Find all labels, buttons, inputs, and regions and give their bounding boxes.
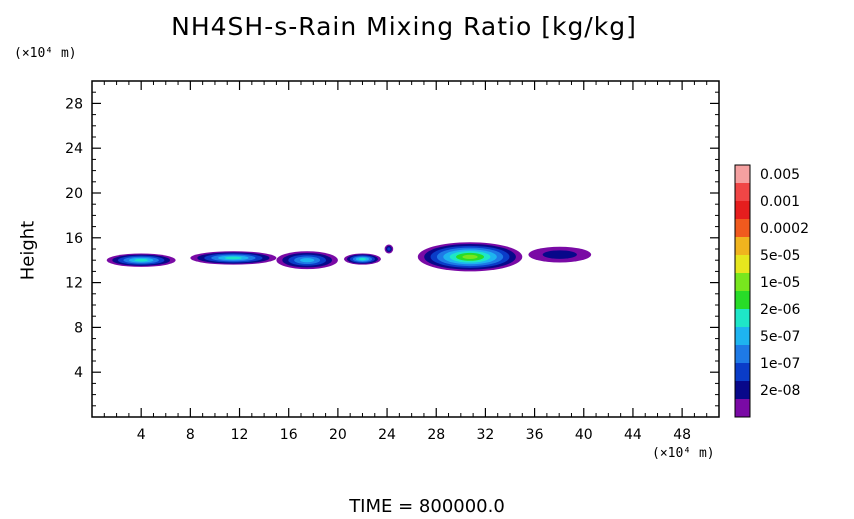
chart-title: NH4SH-s-Rain Mixing Ratio [kg/kg] [171,12,637,41]
x-tick-label: 16 [280,427,298,443]
feature-level-contour [225,256,242,260]
y-tick-label: 16 [65,231,83,247]
data-feature [384,244,394,254]
colorbar-segment [735,345,750,363]
colorbar-label: 1e-07 [760,356,800,372]
data-features [106,242,592,272]
time-footer: TIME = 800000.0 [349,496,505,517]
feature-level-contour [358,257,367,261]
colorbar-segment [735,273,750,291]
data-feature [417,242,523,272]
colorbar-label: 2e-06 [760,302,800,318]
x-tick-label: 8 [186,427,195,443]
feature-level-contour [134,258,148,262]
colorbar-segment [735,291,750,309]
feature-level-contour [387,247,391,251]
colorbar-segment [735,183,750,201]
colorbar-segment [735,255,750,273]
data-feature [190,251,277,265]
data-feature [344,253,381,265]
plot-frame [91,80,720,418]
x-tick-label: 28 [427,427,445,443]
colorbar: 2e-08 1e-07 5e-07 2e-06 1e-05 5e-05 0.0002 0.00… [734,164,809,418]
feature-level-contour [542,250,577,259]
y-tick-label: 12 [65,276,83,292]
y-tick-label: 4 [74,365,83,381]
colorbar-segment [735,201,750,219]
x-tick-label: 4 [137,427,146,443]
colorbar-label: 2e-08 [760,383,800,399]
y-tick-label: 24 [65,141,83,157]
x-tick-label: 32 [476,427,494,443]
colorbar-frame [734,164,751,418]
x-tick-label: 20 [329,427,347,443]
colorbar-segment [735,363,750,381]
y-tick-label: 28 [65,96,83,112]
colorbar-segment [735,399,750,417]
colorbar-segment [735,381,750,399]
x-axis-unit: (×10⁴ m) [652,446,715,461]
x-tick-label: 36 [526,427,544,443]
x-tick-label: 12 [231,427,249,443]
feature-level-contour [462,254,478,259]
y-tick-label: 8 [74,320,83,336]
colorbar-segment [735,219,750,237]
colorbar-segment [735,165,750,183]
data-feature [106,253,176,267]
colorbar-segment [735,327,750,345]
x-tick-label: 48 [673,427,691,443]
data-feature [276,251,338,270]
y-axis-unit: (×10⁴ m) [14,46,77,61]
y-tick-label: 20 [65,186,83,202]
data-feature [528,246,592,263]
colorbar-label: 5e-05 [760,248,800,264]
x-tick-label: 24 [378,427,396,443]
colorbar-label: 0.0002 [760,221,809,237]
x-tick-label: 40 [575,427,593,443]
colorbar-label: 0.001 [760,194,800,210]
colorbar-label: 5e-07 [760,329,800,345]
colorbar-segment [735,309,750,327]
colorbar-segment [735,237,750,255]
colorbar-label: 1e-05 [760,275,800,291]
colorbar-label: 0.005 [760,167,800,183]
x-tick-label: 44 [624,427,642,443]
feature-level-contour [300,258,315,263]
